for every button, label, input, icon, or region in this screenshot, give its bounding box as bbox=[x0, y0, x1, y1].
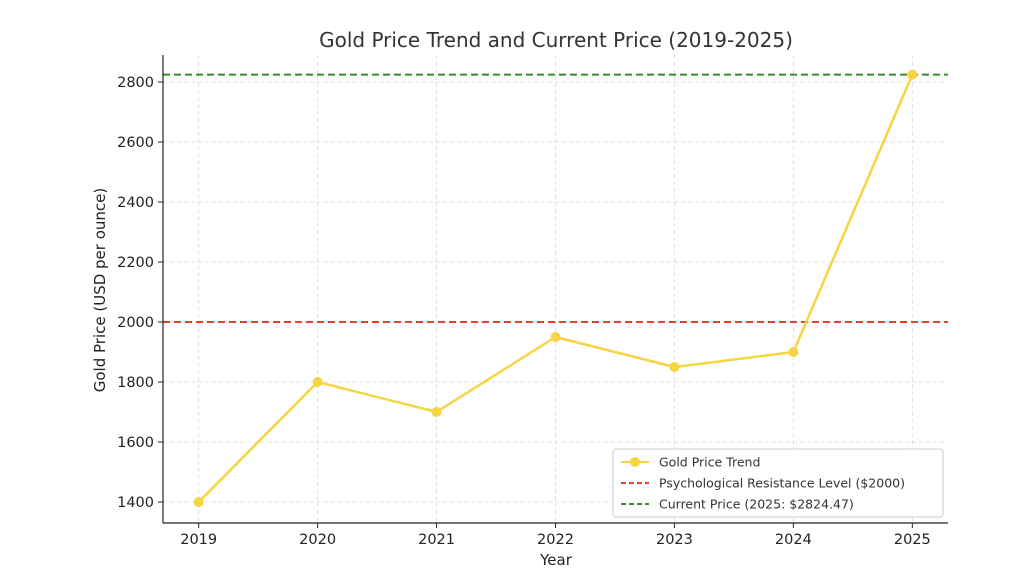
x-ticks: 2019 2020 2021 2022 2023 2024 2025 bbox=[180, 523, 931, 548]
x-tick-label: 2021 bbox=[418, 532, 455, 548]
data-point-2024 bbox=[788, 347, 799, 357]
y-tick-label: 2000 bbox=[117, 315, 154, 331]
y-tick-label: 2600 bbox=[117, 135, 154, 151]
reference-lines bbox=[163, 73, 948, 323]
x-tick-label: 2019 bbox=[180, 532, 217, 548]
data-point-2022 bbox=[550, 332, 561, 342]
legend-label: Gold Price Trend bbox=[659, 455, 760, 470]
x-tick-label: 2025 bbox=[894, 532, 931, 548]
data-point-2023 bbox=[669, 362, 680, 372]
y-axis-label: Gold Price (USD per ounce) bbox=[91, 188, 109, 393]
legend-label: Current Price (2025: $2824.47) bbox=[659, 497, 854, 512]
x-tick-label: 2023 bbox=[656, 532, 693, 548]
legend-box bbox=[612, 448, 944, 518]
data-point-2025 bbox=[907, 69, 918, 80]
series-layer bbox=[193, 69, 918, 507]
y-tick-label: 1800 bbox=[117, 375, 154, 391]
legend-label: Psychological Resistance Level ($2000) bbox=[659, 476, 905, 491]
data-point-2021 bbox=[431, 407, 442, 417]
x-axis-label: Year bbox=[539, 551, 573, 569]
y-tick-label: 1600 bbox=[117, 435, 154, 451]
x-tick-label: 2020 bbox=[299, 532, 336, 548]
data-point-2019 bbox=[193, 497, 204, 507]
chart-title: Gold Price Trend and Current Price (2019… bbox=[319, 28, 793, 52]
y-tick-label: 2400 bbox=[117, 195, 154, 211]
y-tick-label: 1400 bbox=[117, 495, 154, 511]
x-tick-label: 2024 bbox=[775, 532, 812, 548]
y-tick-label: 2800 bbox=[117, 75, 154, 91]
y-ticks: 1400 1600 1800 2000 2200 2400 2600 2800 bbox=[117, 75, 163, 511]
x-tick-label: 2022 bbox=[537, 532, 574, 548]
data-point-2020 bbox=[312, 377, 323, 387]
legend: Gold Price Trend Psychological Resistance… bbox=[612, 448, 944, 518]
legend-marker-0 bbox=[630, 457, 640, 467]
y-tick-label: 2200 bbox=[117, 255, 154, 271]
